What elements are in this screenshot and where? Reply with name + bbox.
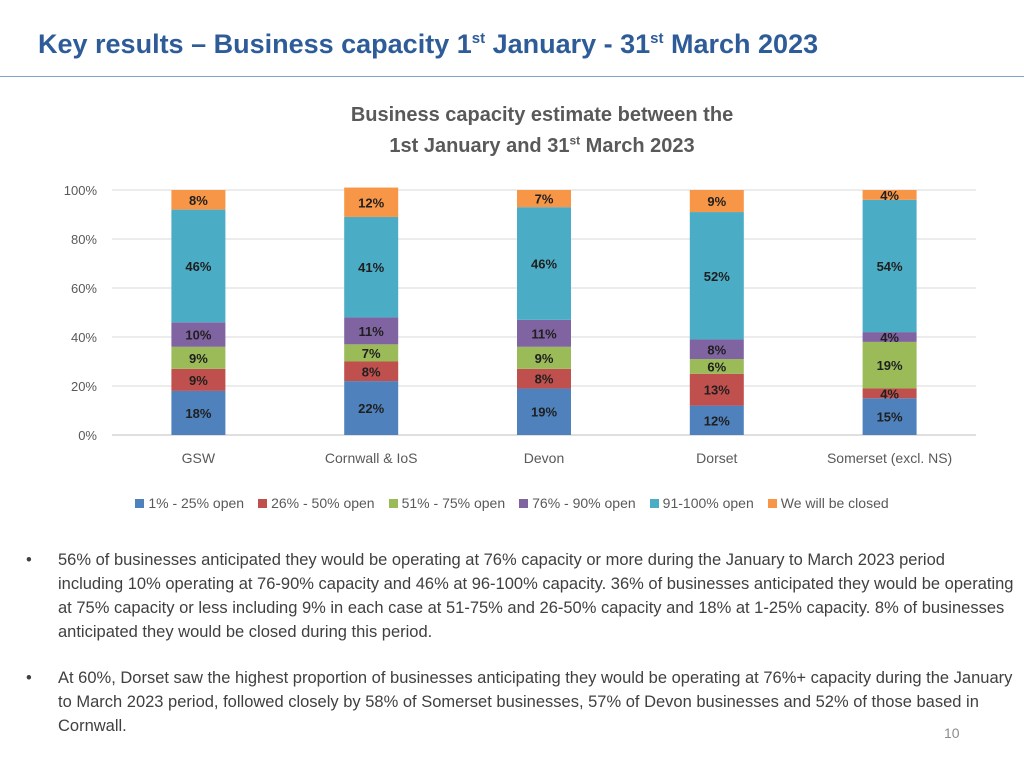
chart-title-line1: Business capacity estimate between the xyxy=(292,100,792,131)
data-label: 13% xyxy=(704,383,730,398)
legend-item: 76% - 90% open xyxy=(519,495,636,511)
bullet-text: 56% of businesses anticipated they would… xyxy=(58,551,1014,641)
y-tick-label: 20% xyxy=(71,379,97,394)
legend-item: 91-100% open xyxy=(650,495,754,511)
bullet-item: • At 60%, Dorset saw the highest proporti… xyxy=(24,666,1014,738)
data-label: 4% xyxy=(880,188,899,203)
data-label: 8% xyxy=(535,372,554,387)
chart-title-line2: 1st January and 31st March 2023 xyxy=(292,131,792,162)
data-label: 22% xyxy=(358,401,384,416)
y-tick-label: 0% xyxy=(78,428,97,443)
stacked-bar-chart: 0% 20% 40% 60% 80% 100% 18% 9% 9% 10% 46% 8% GSW 22% 8… xyxy=(0,170,1024,480)
data-label: 54% xyxy=(877,259,903,274)
legend-swatch xyxy=(650,499,659,508)
data-label: 9% xyxy=(189,373,208,388)
category-label: Dorset xyxy=(696,450,737,466)
data-label: 11% xyxy=(359,324,385,339)
data-label: 11% xyxy=(531,326,557,341)
data-label: 10% xyxy=(185,328,211,343)
data-label: 9% xyxy=(707,194,726,209)
legend-label: 51% - 75% open xyxy=(402,495,506,511)
data-label: 6% xyxy=(707,359,726,374)
data-label: 7% xyxy=(535,192,554,207)
data-label: 4% xyxy=(880,330,899,345)
bullet-mark: • xyxy=(26,548,32,572)
data-label: 8% xyxy=(362,364,381,379)
page-title: Key results – Business capacity 1st Janu… xyxy=(38,28,818,60)
data-label: 8% xyxy=(707,342,726,357)
data-label: 15% xyxy=(877,410,903,425)
data-label: 46% xyxy=(185,259,211,274)
category-label: Cornwall & IoS xyxy=(325,450,418,466)
legend-item: 26% - 50% open xyxy=(258,495,375,511)
bullet-item: • 56% of businesses anticipated they woul… xyxy=(24,548,1014,644)
legend-item: 1% - 25% open xyxy=(135,495,244,511)
legend-swatch xyxy=(519,499,528,508)
data-label: 19% xyxy=(877,358,903,373)
chart-legend: 1% - 25% open 26% - 50% open 51% - 75% ope… xyxy=(0,495,1024,511)
legend-swatch xyxy=(135,499,144,508)
data-label: 41% xyxy=(358,260,384,275)
data-label: 4% xyxy=(880,386,899,401)
y-tick-label: 60% xyxy=(71,281,97,296)
data-label: 7% xyxy=(362,346,381,361)
data-label: 12% xyxy=(704,413,730,428)
data-label: 19% xyxy=(531,405,557,420)
legend-label: 91-100% open xyxy=(663,495,754,511)
legend-swatch xyxy=(389,499,398,508)
legend-label: We will be closed xyxy=(781,495,889,511)
y-tick-label: 100% xyxy=(64,183,98,198)
legend-label: 26% - 50% open xyxy=(271,495,375,511)
legend-label: 1% - 25% open xyxy=(148,495,244,511)
bullet-list: • 56% of businesses anticipated they woul… xyxy=(24,548,1014,760)
y-tick-label: 80% xyxy=(71,232,97,247)
data-label: 12% xyxy=(358,195,384,210)
category-label: Devon xyxy=(524,450,564,466)
bullet-mark: • xyxy=(26,666,32,690)
data-label: 8% xyxy=(189,193,208,208)
category-label: Somerset (excl. NS) xyxy=(827,450,952,466)
data-label: 9% xyxy=(189,351,208,366)
legend-swatch xyxy=(768,499,777,508)
title-divider xyxy=(0,76,1024,77)
legend-label: 76% - 90% open xyxy=(532,495,636,511)
data-label: 46% xyxy=(531,257,557,272)
data-label: 18% xyxy=(185,406,211,421)
legend-item: 51% - 75% open xyxy=(389,495,506,511)
legend-item: We will be closed xyxy=(768,495,889,511)
category-label: GSW xyxy=(182,450,216,466)
y-tick-label: 40% xyxy=(71,330,97,345)
page-number: 10 xyxy=(944,725,960,741)
legend-swatch xyxy=(258,499,267,508)
chart-title: Business capacity estimate between the 1… xyxy=(292,100,792,162)
data-label: 9% xyxy=(535,351,554,366)
bullet-text: At 60%, Dorset saw the highest proportio… xyxy=(58,669,1012,735)
data-label: 52% xyxy=(704,269,730,284)
